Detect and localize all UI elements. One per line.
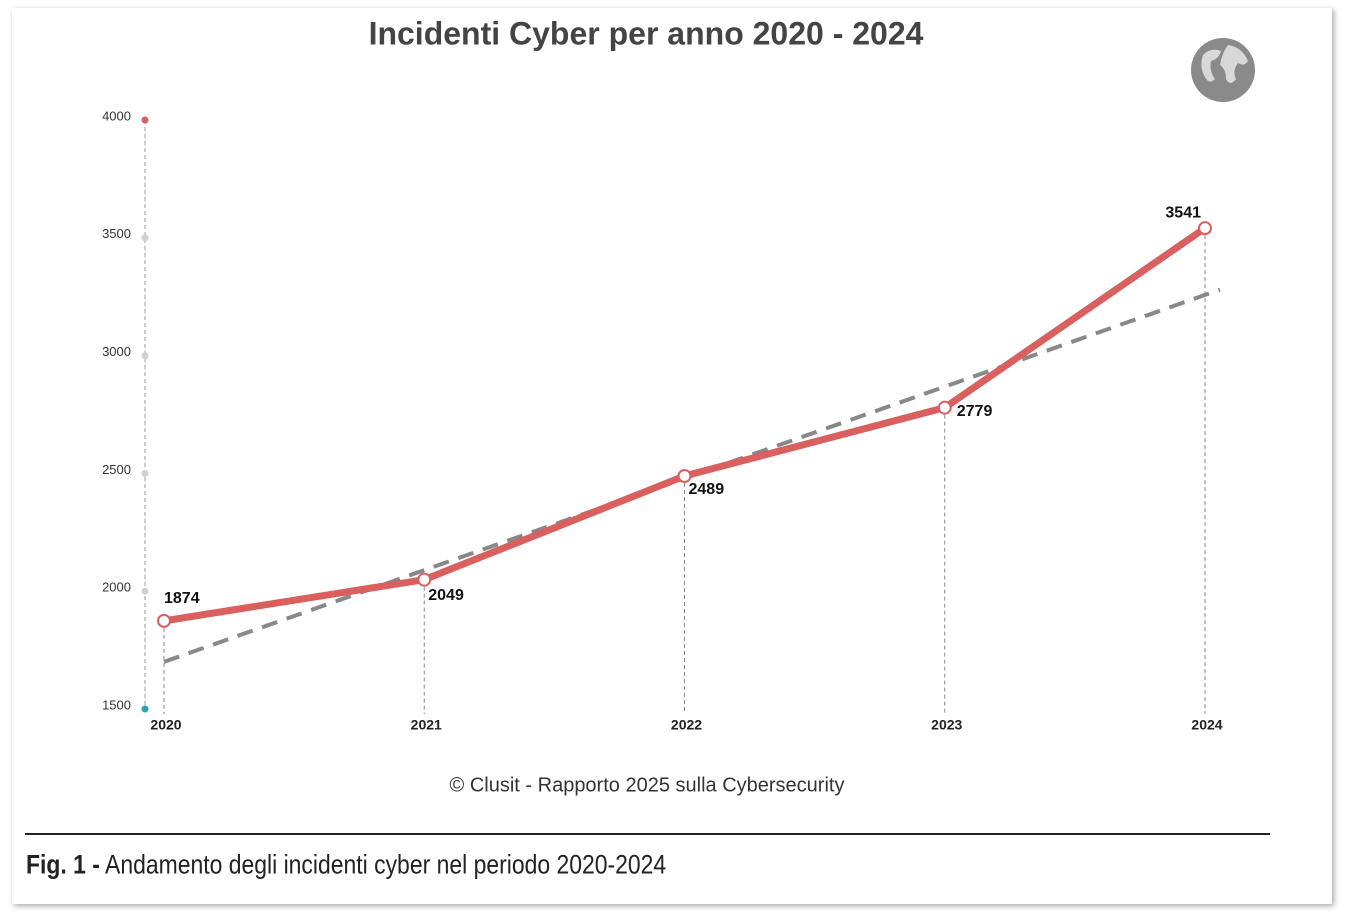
x-tick-label: 2023 [931, 717, 962, 733]
y-tick-dot [141, 587, 149, 595]
y-tick-label: 2000 [102, 580, 131, 595]
x-tick-label: 2020 [150, 717, 181, 733]
y-tick-label: 1500 [102, 697, 131, 712]
point [677, 468, 692, 483]
point [157, 613, 171, 628]
chart-title: Incidenti Cyber per anno 2020 - 2024 [369, 15, 924, 51]
value-label: 3541 [1165, 204, 1201, 221]
y-tick-dot [141, 705, 149, 713]
x-tick-label: 2021 [411, 717, 442, 733]
x-tick-label: 2022 [671, 717, 702, 733]
y-tick-label: 4000 [102, 108, 131, 123]
y-tick-dot [141, 116, 149, 124]
point [1198, 221, 1212, 236]
card [12, 8, 1332, 904]
value-label: 1874 [164, 590, 200, 607]
point [417, 572, 432, 587]
value-label: 2049 [428, 587, 464, 604]
caption-text: Andamento degli incidenti cyber nel peri… [105, 849, 666, 879]
x-tick-label: 2024 [1191, 717, 1222, 733]
caption-label: Fig. 1 - [26, 849, 100, 879]
y-tick-label: 3000 [102, 344, 131, 359]
y-tick-dot [141, 469, 149, 477]
y-tick-dot [141, 352, 149, 360]
value-label: 2489 [689, 481, 725, 498]
y-tick-label: 2500 [102, 462, 131, 477]
y-tick-dot [141, 234, 149, 242]
caption: Fig. 1 - Andamento degli incidenti cyber … [26, 849, 666, 879]
source-note: © Clusit - Rapporto 2025 sulla Cybersecu… [450, 774, 845, 796]
point [937, 400, 952, 415]
globe-icon [1191, 38, 1255, 102]
plot: 1500 2000 2500 3000 3500 4000 2020 2021 2022 2023… [102, 108, 1223, 732]
value-label: 2779 [957, 403, 993, 420]
y-tick-label: 3500 [102, 226, 131, 241]
